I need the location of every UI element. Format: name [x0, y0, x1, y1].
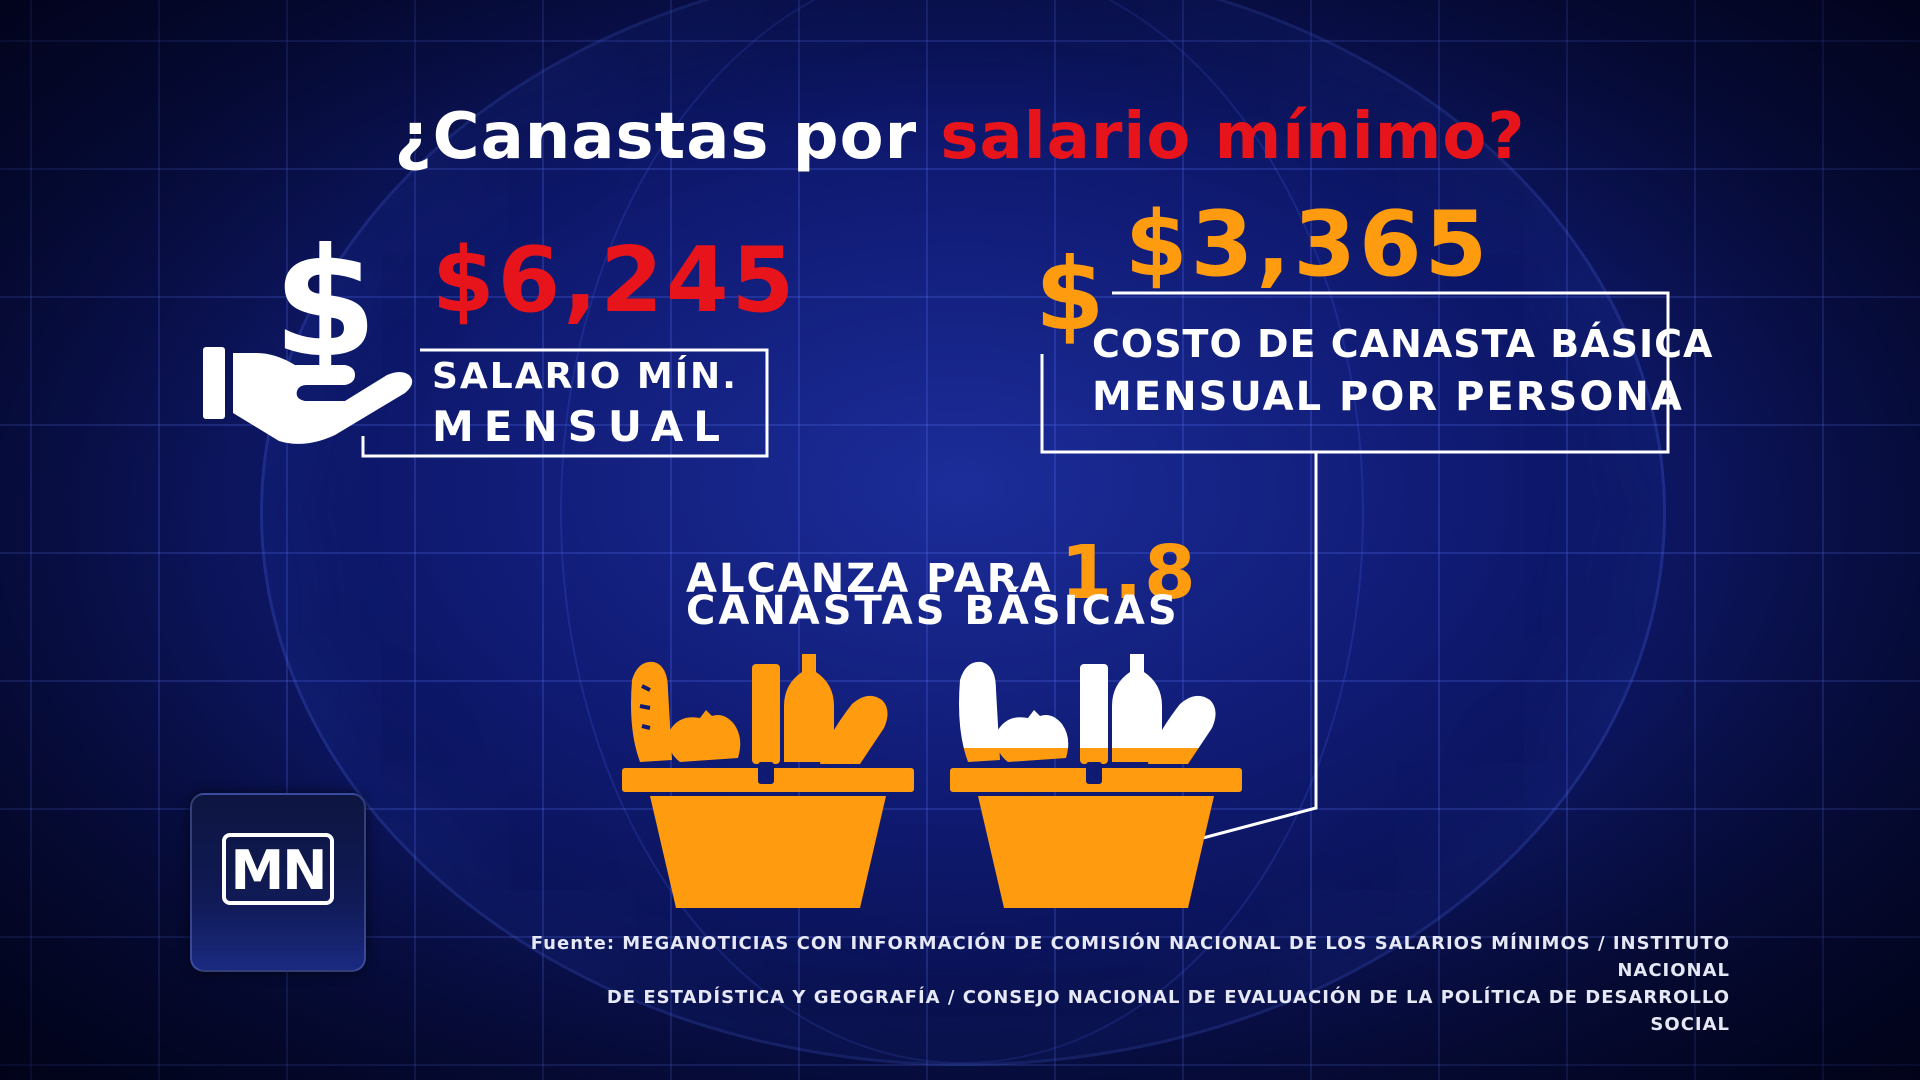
basket-cost-label-line1: COSTO DE CANASTA BÁSICA [1092, 322, 1714, 366]
salary-label-line2: MENSUAL [432, 402, 730, 451]
result-line2: CANASTAS BÁSICAS [686, 588, 1180, 634]
title-part1: ¿Canastas por [394, 100, 941, 174]
result-line1: ALCANZA PARA 1.8 [686, 530, 1198, 616]
mn-logo-text: MN [230, 839, 328, 902]
salary-label-line1: SALARIO MÍN. [432, 356, 738, 397]
source-line1: Fuente: MEGANOTICIAS CON INFORMACIÓN DE … [530, 933, 1730, 981]
svg-text:$: $ [273, 217, 377, 391]
mn-logo-frame [222, 833, 334, 905]
basket-cost-amount: $3,365 [1125, 192, 1491, 297]
result-text1: ALCANZA PARA [686, 556, 1053, 602]
basket-cost-label-line2: MENSUAL POR PERSONA [1092, 374, 1684, 420]
minimum-wage-amount: $6,245 [432, 228, 798, 333]
mn-logo: MN [190, 793, 366, 972]
source-note: Fuente: MEGANOTICIAS CON INFORMACIÓN DE … [530, 930, 1730, 1038]
page-title: ¿Canastas por salario mínimo? [0, 100, 1920, 174]
currency-symbol: $ [1035, 236, 1105, 353]
hand-dollar-icon: $ [203, 217, 413, 444]
source-line2: DE ESTADÍSTICA Y GEOGRAFÍA / CONSEJO NAC… [606, 987, 1730, 1035]
grocery-basket-partial-icon [950, 654, 1242, 908]
grocery-basket-icon [622, 654, 914, 908]
title-highlight: salario mínimo? [940, 100, 1526, 174]
result-number: 1.8 [1060, 530, 1198, 616]
